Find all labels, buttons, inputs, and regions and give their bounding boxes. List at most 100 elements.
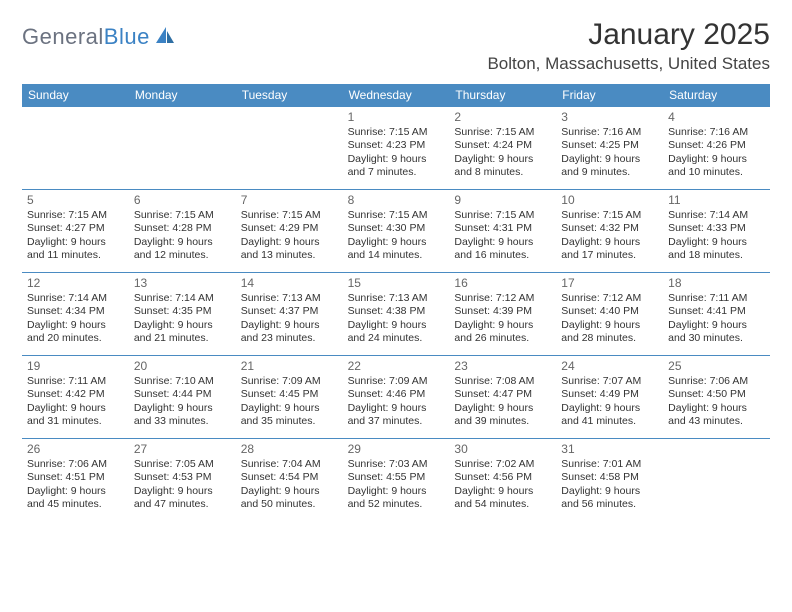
calendar-week-row: 12Sunrise: 7:14 AMSunset: 4:34 PMDayligh… (22, 272, 770, 355)
day-number: 7 (241, 193, 338, 207)
day-number: 13 (134, 276, 231, 290)
sunset-text: Sunset: 4:58 PM (561, 471, 658, 484)
daylight-text: Daylight: 9 hours (561, 402, 658, 415)
day-info: Sunrise: 7:06 AMSunset: 4:50 PMDaylight:… (668, 375, 765, 429)
day-info: Sunrise: 7:15 AMSunset: 4:32 PMDaylight:… (561, 209, 658, 263)
day-info: Sunrise: 7:10 AMSunset: 4:44 PMDaylight:… (134, 375, 231, 429)
calendar-day-cell: 16Sunrise: 7:12 AMSunset: 4:39 PMDayligh… (449, 273, 556, 355)
sunrise-text: Sunrise: 7:02 AM (454, 458, 551, 471)
calendar-day-cell: 15Sunrise: 7:13 AMSunset: 4:38 PMDayligh… (343, 273, 450, 355)
sunset-text: Sunset: 4:37 PM (241, 305, 338, 318)
daylight-text: Daylight: 9 hours (241, 236, 338, 249)
sunset-text: Sunset: 4:40 PM (561, 305, 658, 318)
daylight-text: and 33 minutes. (134, 415, 231, 428)
sunrise-text: Sunrise: 7:08 AM (454, 375, 551, 388)
day-info: Sunrise: 7:15 AMSunset: 4:28 PMDaylight:… (134, 209, 231, 263)
calendar-day-cell: 3Sunrise: 7:16 AMSunset: 4:25 PMDaylight… (556, 107, 663, 189)
day-info: Sunrise: 7:12 AMSunset: 4:40 PMDaylight:… (561, 292, 658, 346)
sunrise-text: Sunrise: 7:13 AM (241, 292, 338, 305)
calendar-header-row: Sunday Monday Tuesday Wednesday Thursday… (22, 84, 770, 107)
day-number: 21 (241, 359, 338, 373)
calendar-body: 1Sunrise: 7:15 AMSunset: 4:23 PMDaylight… (22, 107, 770, 521)
day-number: 22 (348, 359, 445, 373)
day-header-friday: Friday (556, 84, 663, 107)
daylight-text: Daylight: 9 hours (27, 319, 124, 332)
daylight-text: and 50 minutes. (241, 498, 338, 511)
calendar-day-cell: 29Sunrise: 7:03 AMSunset: 4:55 PMDayligh… (343, 439, 450, 521)
day-info: Sunrise: 7:12 AMSunset: 4:39 PMDaylight:… (454, 292, 551, 346)
day-number: 5 (27, 193, 124, 207)
day-number: 1 (348, 110, 445, 124)
daylight-text: and 7 minutes. (348, 166, 445, 179)
day-number: 4 (668, 110, 765, 124)
daylight-text: Daylight: 9 hours (27, 236, 124, 249)
day-info: Sunrise: 7:08 AMSunset: 4:47 PMDaylight:… (454, 375, 551, 429)
calendar-empty-cell (22, 107, 129, 189)
sunrise-text: Sunrise: 7:15 AM (348, 126, 445, 139)
day-number: 18 (668, 276, 765, 290)
daylight-text: and 31 minutes. (27, 415, 124, 428)
day-header-thursday: Thursday (449, 84, 556, 107)
sunrise-text: Sunrise: 7:07 AM (561, 375, 658, 388)
calendar-day-cell: 5 Sunrise: 7:15 AMSunset: 4:27 PMDaylight… (22, 190, 129, 272)
calendar-day-cell: 20Sunrise: 7:10 AMSunset: 4:44 PMDayligh… (129, 356, 236, 438)
sunset-text: Sunset: 4:56 PM (454, 471, 551, 484)
daylight-text: Daylight: 9 hours (454, 402, 551, 415)
sunrise-text: Sunrise: 7:15 AM (134, 209, 231, 222)
day-info: Sunrise: 7:11 AMSunset: 4:42 PMDaylight:… (27, 375, 124, 429)
calendar-day-cell: 26Sunrise: 7:06 AMSunset: 4:51 PMDayligh… (22, 439, 129, 521)
daylight-text: and 52 minutes. (348, 498, 445, 511)
calendar-day-cell: 25Sunrise: 7:06 AMSunset: 4:50 PMDayligh… (663, 356, 770, 438)
logo-text: GeneralBlue (22, 24, 150, 50)
sunset-text: Sunset: 4:27 PM (27, 222, 124, 235)
day-number: 30 (454, 442, 551, 456)
sunrise-text: Sunrise: 7:15 AM (454, 126, 551, 139)
day-info: Sunrise: 7:13 AMSunset: 4:37 PMDaylight:… (241, 292, 338, 346)
logo-text-blue: Blue (104, 24, 150, 49)
day-info: Sunrise: 7:14 AMSunset: 4:33 PMDaylight:… (668, 209, 765, 263)
calendar-empty-cell (129, 107, 236, 189)
daylight-text: Daylight: 9 hours (134, 402, 231, 415)
daylight-text: and 20 minutes. (27, 332, 124, 345)
calendar-day-cell: 11Sunrise: 7:14 AMSunset: 4:33 PMDayligh… (663, 190, 770, 272)
day-number: 27 (134, 442, 231, 456)
sunrise-text: Sunrise: 7:15 AM (241, 209, 338, 222)
daylight-text: Daylight: 9 hours (454, 319, 551, 332)
day-info: Sunrise: 7:09 AMSunset: 4:46 PMDaylight:… (348, 375, 445, 429)
daylight-text: and 17 minutes. (561, 249, 658, 262)
sunrise-text: Sunrise: 7:14 AM (134, 292, 231, 305)
daylight-text: and 24 minutes. (348, 332, 445, 345)
daylight-text: and 16 minutes. (454, 249, 551, 262)
day-number: 24 (561, 359, 658, 373)
daylight-text: Daylight: 9 hours (668, 153, 765, 166)
day-info: Sunrise: 7:09 AMSunset: 4:45 PMDaylight:… (241, 375, 338, 429)
sunrise-text: Sunrise: 7:14 AM (668, 209, 765, 222)
day-number: 9 (454, 193, 551, 207)
daylight-text: Daylight: 9 hours (668, 319, 765, 332)
daylight-text: and 10 minutes. (668, 166, 765, 179)
sunset-text: Sunset: 4:54 PM (241, 471, 338, 484)
page-title: January 2025 (487, 18, 770, 52)
sunset-text: Sunset: 4:31 PM (454, 222, 551, 235)
daylight-text: and 26 minutes. (454, 332, 551, 345)
calendar-day-cell: 31Sunrise: 7:01 AMSunset: 4:58 PMDayligh… (556, 439, 663, 521)
sunset-text: Sunset: 4:49 PM (561, 388, 658, 401)
sunrise-text: Sunrise: 7:06 AM (27, 458, 124, 471)
day-header-wednesday: Wednesday (343, 84, 450, 107)
day-info: Sunrise: 7:11 AMSunset: 4:41 PMDaylight:… (668, 292, 765, 346)
calendar-day-cell: 30Sunrise: 7:02 AMSunset: 4:56 PMDayligh… (449, 439, 556, 521)
sunset-text: Sunset: 4:41 PM (668, 305, 765, 318)
day-info: Sunrise: 7:14 AMSunset: 4:35 PMDaylight:… (134, 292, 231, 346)
sunset-text: Sunset: 4:33 PM (668, 222, 765, 235)
calendar-day-cell: 7Sunrise: 7:15 AMSunset: 4:29 PMDaylight… (236, 190, 343, 272)
calendar-day-cell: 21 Sunrise: 7:09 AMSunset: 4:45 PMDayligh… (236, 356, 343, 438)
day-info: Sunrise: 7:15 AMSunset: 4:27 PMDaylight:… (27, 209, 124, 263)
day-number: 10 (561, 193, 658, 207)
daylight-text: Daylight: 9 hours (561, 153, 658, 166)
sunset-text: Sunset: 4:28 PM (134, 222, 231, 235)
sunset-text: Sunset: 4:53 PM (134, 471, 231, 484)
sunrise-text: Sunrise: 7:15 AM (348, 209, 445, 222)
day-info: Sunrise: 7:15 AMSunset: 4:24 PMDaylight:… (454, 126, 551, 180)
sunrise-text: Sunrise: 7:09 AM (241, 375, 338, 388)
daylight-text: Daylight: 9 hours (348, 236, 445, 249)
